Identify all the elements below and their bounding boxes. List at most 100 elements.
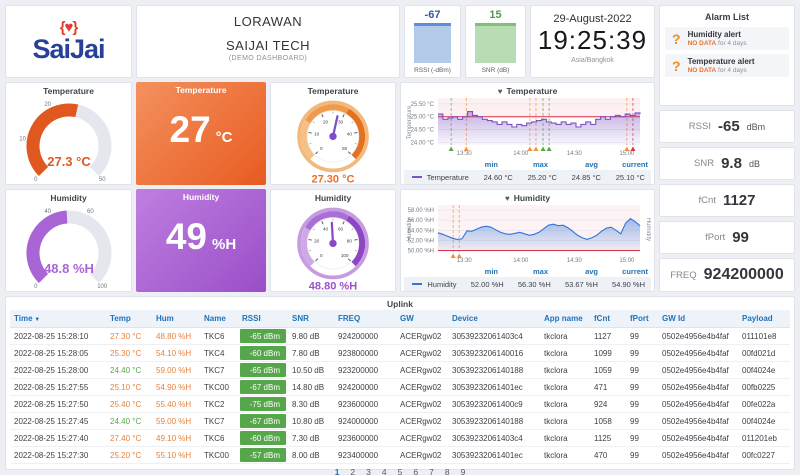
svg-text:Humidity: Humidity xyxy=(645,218,651,241)
humidity-legend: Humidity 52.00 %H 56.30 %H 53.67 %H 54.9… xyxy=(404,277,651,291)
svg-text:80: 80 xyxy=(347,238,353,243)
humidity-series-swatch xyxy=(412,283,423,285)
temperature-dial-gauge: 0 10 20 30 40 50 27.30 °C xyxy=(297,100,369,185)
humidity-max: 56.30 %H xyxy=(517,279,551,289)
humidity-dial-title: Humidity xyxy=(314,193,352,203)
temperature-stat-value: 27 °C xyxy=(169,109,233,150)
column-header-app[interactable]: App name xyxy=(540,310,590,328)
table-row: 2022-08-25 15:27:40 27.40 °C 49.10 %H TKC6-… xyxy=(10,429,790,447)
page-number-7[interactable]: 7 xyxy=(429,467,434,475)
column-header-hum[interactable]: Hum xyxy=(152,310,200,328)
rssi-badge: -65 dBm xyxy=(240,329,286,343)
svg-text:40: 40 xyxy=(44,209,51,215)
temperature-series-label[interactable]: Temperature xyxy=(426,172,469,182)
page-number-5[interactable]: 5 xyxy=(397,467,403,475)
page-number-9[interactable]: 9 xyxy=(460,467,466,475)
table-row: 2022-08-25 15:27:45 24.40 °C 59.00 %H TKC7-… xyxy=(10,412,790,430)
humidity-avg: 53.67 %H xyxy=(564,279,598,289)
alarm-list-panel: Alarm List ? Humidity alert NO DATA for 4 … xyxy=(659,5,795,106)
dashboard-title: LORAWAN xyxy=(233,14,303,29)
svg-text:14:00: 14:00 xyxy=(513,258,529,264)
clock-date: 29-August-2022 xyxy=(553,13,632,25)
logo-panel: {♥} SaiJai xyxy=(5,5,132,78)
page-number-6[interactable]: 6 xyxy=(413,467,419,475)
svg-text:50: 50 xyxy=(342,146,348,151)
svg-text:40: 40 xyxy=(347,131,353,136)
alarm-status: NO DATA for 4 days xyxy=(687,67,747,74)
heart-icon: ♥ xyxy=(497,86,503,96)
temperature-chart: 25.50 °C 25.00 °C 24.50 °C 24.00 °C 13:30 14:… xyxy=(407,98,641,157)
svg-text:0: 0 xyxy=(320,146,323,151)
uplink-title: Uplink xyxy=(387,299,413,309)
svg-text:0: 0 xyxy=(320,253,323,258)
page-number-3[interactable]: 3 xyxy=(366,467,371,475)
svg-text:Temperature: Temperature xyxy=(407,105,413,139)
alarm-name: Humidity alert xyxy=(687,30,741,39)
humidity-series-label[interactable]: Humidity xyxy=(427,279,457,289)
column-header-fcnt[interactable]: fCnt xyxy=(590,310,626,328)
column-header-gw[interactable]: GW xyxy=(396,310,448,328)
question-mark-icon: ? xyxy=(672,57,681,74)
column-header-payload[interactable]: Payload xyxy=(738,310,790,328)
column-header-temp[interactable]: Temp xyxy=(106,310,152,328)
svg-text:0: 0 xyxy=(34,177,38,183)
temperature-chart-panel: ♥ Temperature 25.50 °C 25.00 °C 24.50 °C 24… xyxy=(400,82,655,185)
column-header-fport[interactable]: fPort xyxy=(626,310,658,328)
brand-heart-icon: {♥} xyxy=(59,18,79,36)
temperature-current: 25.10 °C xyxy=(615,172,645,182)
page-number-4[interactable]: 4 xyxy=(381,467,387,475)
page-number-2[interactable]: 2 xyxy=(350,467,356,475)
humidity-min: 52.00 %H xyxy=(470,279,504,289)
page-number-8[interactable]: 8 xyxy=(444,467,450,475)
table-row: 2022-08-25 15:28:05 25.30 °C 54.10 %H TKC4-… xyxy=(10,344,790,362)
svg-text:27.3 °C: 27.3 °C xyxy=(47,154,91,169)
alarm-name: Temperature alert xyxy=(687,57,755,66)
svg-text:13:30: 13:30 xyxy=(457,151,473,157)
svg-text:40: 40 xyxy=(323,226,329,231)
column-header-time[interactable]: Time ▼ xyxy=(10,310,106,328)
svg-text:20: 20 xyxy=(44,102,51,108)
temperature-dial-panel: Temperature 0 10 20 30 40 50 27.30 °C xyxy=(270,82,396,185)
temperature-max: 25.20 °C xyxy=(527,172,557,182)
svg-text:25.50 °C: 25.50 °C xyxy=(411,102,435,108)
table-row: 2022-08-25 15:27:55 25.10 °C 54.90 %H TKC00… xyxy=(10,378,790,396)
temperature-dial-title: Temperature xyxy=(307,86,359,96)
column-header-name[interactable]: Name xyxy=(200,310,238,328)
svg-text:60: 60 xyxy=(86,209,93,215)
svg-text:20: 20 xyxy=(323,119,329,124)
column-header-rssi[interactable]: RSSI xyxy=(238,310,288,328)
table-row: 2022-08-25 15:28:00 24.40 °C 59.00 %H TKC7-… xyxy=(10,361,790,379)
dashboard-subtitle: SAIJAI TECH xyxy=(225,38,310,53)
humidity-stats-header: min max avg current xyxy=(484,267,648,276)
temperature-stats-header: min max avg current xyxy=(484,160,648,169)
rssi-bar-value: -67 xyxy=(424,9,441,21)
humidity-gauge-title: Humidity xyxy=(50,193,87,203)
svg-text:100: 100 xyxy=(97,284,108,290)
rssi-badge: -60 dBm xyxy=(240,346,286,360)
svg-text:24.50 °C: 24.50 °C xyxy=(411,128,435,134)
column-header-device[interactable]: Device xyxy=(448,310,540,328)
dashboard-caption: (DEMO DASHBOARD) xyxy=(228,55,308,62)
rssi-bar-gauge-panel: -67 RSSI (-dBm) xyxy=(404,5,461,78)
temperature-arc-gauge: 0 10 20 50 27.3 °C xyxy=(19,102,111,183)
column-header-gwid[interactable]: GW Id xyxy=(658,310,738,328)
snr-bar-label: SNR (dB) xyxy=(481,67,510,74)
column-header-freq[interactable]: FREQ xyxy=(334,310,396,328)
humidity-dial-panel: Humidity 0 20 40 60 80 100 48.80 %H xyxy=(270,189,396,292)
alarm-item[interactable]: ? Humidity alert NO DATA for 4 days xyxy=(665,27,789,50)
svg-text:48.8 %H: 48.8 %H xyxy=(44,261,94,276)
svg-text:50.00 %H: 50.00 %H xyxy=(408,248,434,254)
snr-bar-gauge xyxy=(475,23,516,63)
svg-text:58.00 %H: 58.00 %H xyxy=(408,208,434,214)
svg-text:15:00: 15:00 xyxy=(619,258,635,264)
page-number-1[interactable]: 1 xyxy=(334,467,340,475)
column-header-snr[interactable]: SNR xyxy=(288,310,334,328)
svg-text:30: 30 xyxy=(338,119,344,124)
alarm-item[interactable]: ? Temperature alert NO DATA for 4 days xyxy=(665,54,789,77)
table-row: 2022-08-25 15:27:30 25.20 °C 55.10 %H TKC00… xyxy=(10,446,790,464)
humidity-chart-panel: ♥ Humidity 58.00 %H 56.00 %H 54.00 %H 52.00… xyxy=(400,189,655,292)
temperature-stat-title: Temperature xyxy=(175,85,227,95)
humidity-chart: 58.00 %H 56.00 %H 54.00 %H 52.00 %H 50.00 %H… xyxy=(407,205,651,264)
rssi-stat-panel: RSSI -65 dBm xyxy=(659,110,795,143)
temperature-stat-panel: Temperature 27 °C xyxy=(136,82,266,185)
